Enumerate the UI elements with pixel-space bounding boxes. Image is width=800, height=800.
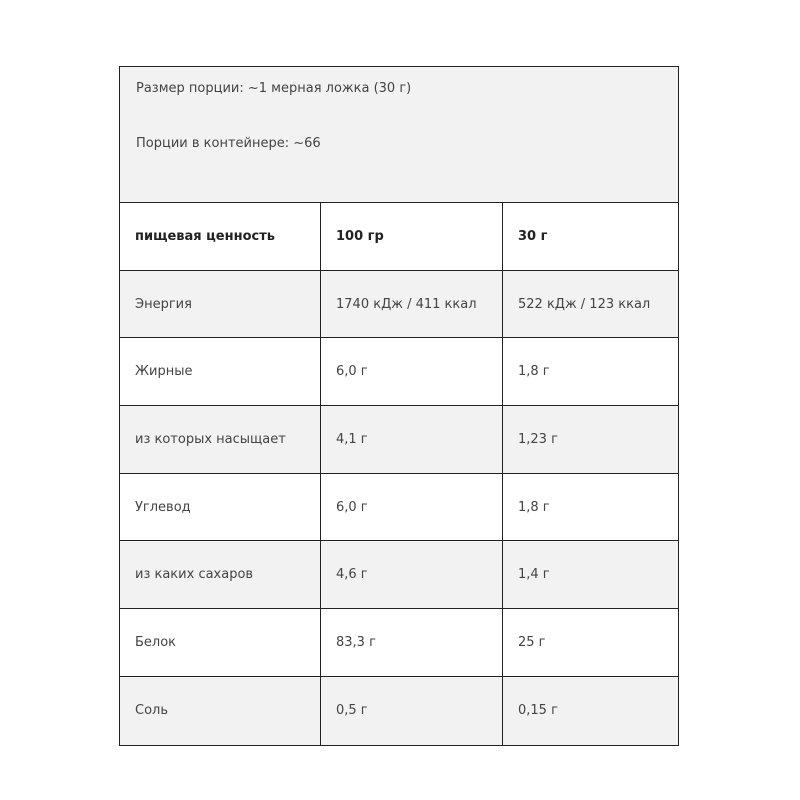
table-cell: 4,1 г <box>321 406 503 473</box>
table-cell: 0,5 г <box>321 676 503 745</box>
table-cell: 1,8 г <box>518 364 550 380</box>
header-cell: 30 г <box>518 228 548 244</box>
table-row: Энергия 1740 кДж / 411 ккал 522 кДж / 123 … <box>120 270 678 339</box>
table-cell: 0,15 г <box>518 703 558 719</box>
table-row: Жирные 6,0 г 1,8 г <box>120 338 678 407</box>
table-cell: из каких сахаров <box>120 541 321 609</box>
table-row: Белок 83,3 г 25 г <box>120 609 678 677</box>
table-cell: 522 кДж / 123 ккал <box>518 296 651 312</box>
table-cell: 1,8 г <box>518 499 550 515</box>
table-row: Углевод 6,0 г 1,8 г <box>120 473 678 542</box>
table-cell: 1,4 г <box>518 567 550 583</box>
serving-size: Размер порции: ~1 мерная ложка (30 г) <box>136 81 412 96</box>
table-cell: 1,23 г <box>518 431 558 447</box>
header-cell: 100 гр <box>321 203 503 270</box>
table-cell: 6,0 г <box>321 338 503 406</box>
header-cell: пищевая ценность <box>120 203 321 270</box>
table-row: из которых насыщает 4,1 г 1,23 г <box>120 406 678 474</box>
table-cell: 83,3 г <box>321 609 503 676</box>
table-cell: Соль <box>120 676 321 745</box>
serving-info: Размер порции: ~1 мерная ложка (30 г) По… <box>120 67 678 203</box>
servings-per-container: Порции в контейнере: ~66 <box>136 136 321 151</box>
table-cell: Углевод <box>120 473 321 541</box>
table-cell: 1740 кДж / 411 ккал <box>321 270 503 338</box>
table-row: Соль 0,5 г 0,15 г <box>120 676 678 745</box>
table-header: пищевая ценность 100 гр 30 г <box>120 203 678 271</box>
table-row: из каких сахаров 4,6 г 1,4 г <box>120 541 678 610</box>
table-cell: из которых насыщает <box>120 406 321 473</box>
nutrition-table: Размер порции: ~1 мерная ложка (30 г) По… <box>119 66 679 746</box>
table-cell: Жирные <box>120 338 321 406</box>
table-cell: Белок <box>120 609 321 676</box>
table-cell: 6,0 г <box>321 473 503 541</box>
table-cell: Энергия <box>120 270 321 338</box>
table-cell: 25 г <box>518 634 546 650</box>
table-cell: 4,6 г <box>321 541 503 609</box>
